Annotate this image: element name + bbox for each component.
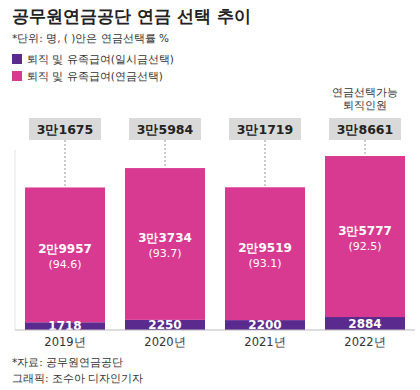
total-box bbox=[329, 118, 401, 140]
total-connector bbox=[165, 140, 166, 168]
bar-segment bbox=[325, 156, 405, 317]
legend-swatch bbox=[12, 54, 22, 64]
x-tick-label: 2019년 bbox=[44, 335, 85, 349]
total-label: 3만1719 bbox=[237, 122, 294, 137]
total-box bbox=[129, 118, 201, 140]
x-tick-label: 2020년 bbox=[144, 335, 185, 349]
subtitle: *단위: 명, ( )안은 연금선택률 % bbox=[12, 32, 169, 44]
rate-label: (93.1) bbox=[248, 257, 281, 270]
data-label: 3만3734 bbox=[138, 231, 192, 245]
labels: 17182만9957(94.6)22503만3734(93.7)22002만95… bbox=[38, 224, 392, 334]
bar-segment bbox=[25, 187, 105, 322]
total-box bbox=[229, 118, 301, 140]
total-connector bbox=[365, 140, 366, 156]
rate-label: (94.6) bbox=[48, 258, 81, 271]
legend-label: 퇴직 및 유족급여(일시금선택) bbox=[27, 53, 174, 65]
data-label: 2만9957 bbox=[38, 242, 92, 256]
title: 공무원연금공단 연금 선택 추이 bbox=[12, 6, 251, 26]
bar-segment bbox=[225, 187, 305, 320]
total-box bbox=[29, 118, 101, 140]
bars bbox=[25, 156, 405, 330]
data-label: 1718 bbox=[48, 319, 81, 333]
value-axis bbox=[15, 150, 16, 330]
bar-segment bbox=[325, 317, 405, 330]
total-label: 3만8661 bbox=[337, 122, 394, 137]
total-label: 3만1675 bbox=[37, 122, 94, 137]
annotation: 연금선택가능 bbox=[332, 86, 398, 98]
source: *자료: 공무원연금공단 bbox=[12, 356, 123, 368]
total-connector bbox=[265, 140, 266, 187]
credit: 그래픽: 조수아 디자인기자 bbox=[12, 372, 143, 384]
data-label: 2884 bbox=[348, 317, 381, 331]
chart: 공무원연금공단 연금 선택 추이 *단위: 명, ( )안은 연금선택률 % 퇴직 … bbox=[0, 0, 420, 390]
bar-segment bbox=[125, 168, 205, 320]
annotation: 퇴직인원 bbox=[343, 99, 387, 111]
rate-label: (93.7) bbox=[148, 247, 181, 260]
total-connector bbox=[65, 140, 66, 187]
rate-label: (92.5) bbox=[348, 240, 381, 253]
data-label: 2만9519 bbox=[238, 241, 292, 255]
x-tick-label: 2021년 bbox=[244, 335, 285, 349]
legend-swatch bbox=[12, 71, 22, 81]
baseline bbox=[15, 330, 415, 331]
total-label: 3만5984 bbox=[137, 122, 194, 137]
legend-label: 퇴직 및 유족급여(연금선택) bbox=[27, 70, 163, 82]
x-tick-label: 2022년 bbox=[344, 335, 385, 349]
data-label: 3만5777 bbox=[338, 224, 392, 238]
